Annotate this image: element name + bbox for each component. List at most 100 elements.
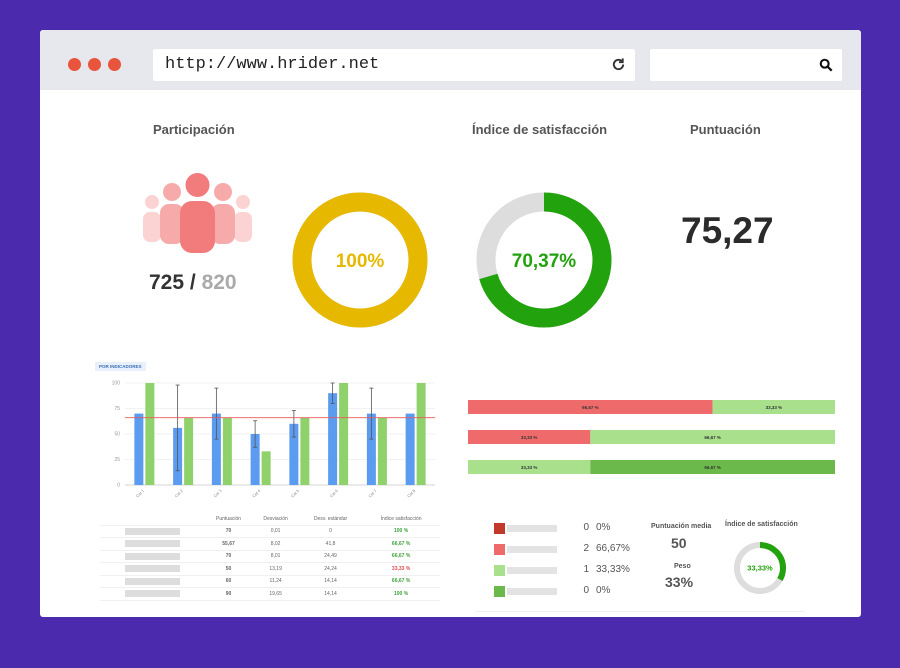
indicadores-tab[interactable]: POR INDICADORES [95, 362, 146, 371]
table-cell-satisfaccion: 66,67 % [362, 537, 440, 551]
bar-satisfaccion [145, 383, 155, 485]
table-row-label-placeholder [124, 527, 180, 535]
hbar-segment [468, 400, 713, 414]
address-text[interactable]: http://www.hrider.net [165, 55, 380, 74]
satisfaccion-title: Índice de satisfacción [472, 122, 608, 137]
table-cell: 14,14 [298, 575, 363, 588]
table-cell-satisfaccion: 100 % [362, 587, 440, 601]
search-box[interactable] [650, 49, 842, 81]
address-bar[interactable]: http://www.hrider.net [153, 49, 635, 81]
distribution-count: 0 [583, 522, 589, 533]
bar-satisfaccion [377, 417, 387, 485]
table-header: Puntuación [204, 513, 253, 526]
table-row: 60 11,24 14,14 66,67 % [100, 575, 440, 588]
hbar-label: 66,67 % [704, 465, 721, 470]
table-cell: 11,24 [252, 575, 299, 588]
distribution-percent: 0% [596, 585, 611, 596]
bar-puntuacion [134, 413, 144, 485]
distribution-swatch [494, 523, 505, 534]
bar-puntuacion [366, 413, 376, 485]
y-tick-label: 50 [114, 432, 120, 438]
participacion-donut-arc [292, 192, 428, 328]
y-tick-label: 0 [117, 483, 120, 489]
distribution-bar [507, 525, 557, 532]
satisfaccion-percent: 70,37% [512, 251, 577, 272]
puntuacion-title: Puntuación [690, 122, 761, 137]
bar-satisfaccion [339, 383, 349, 485]
distribution-count: 1 [583, 564, 589, 575]
bar-puntuacion [211, 413, 221, 485]
hbar-label: 33,33 % [521, 465, 538, 470]
table-header: Desviación [252, 513, 299, 526]
distribution-percent: 33,33% [596, 564, 630, 575]
peso-label: Peso [674, 563, 691, 570]
distribution-swatch [494, 586, 505, 597]
bar-satisfaccion [416, 383, 426, 485]
distribution-bar [507, 546, 557, 553]
window-dot-close[interactable] [68, 58, 81, 71]
table-row: 90 19,65 14,14 100 % [100, 587, 440, 601]
window-dot-minimize[interactable] [88, 58, 101, 71]
satisfaccion-donut: 70,37% [476, 192, 612, 328]
table-cell: 0 [298, 525, 363, 538]
table-cell: 0,01 [252, 525, 299, 538]
hbar-segment [712, 400, 835, 414]
search-icon[interactable] [819, 58, 833, 72]
people-icon [143, 173, 252, 253]
participacion-total: 820 [201, 271, 237, 294]
mini-satisfaccion-label: Índice de satisfacción [725, 521, 798, 528]
browser-window: http://www.hrider.net Participación Índi… [40, 30, 861, 617]
table-cell-satisfaccion: 66,67 % [362, 575, 440, 588]
hbar-segment [468, 430, 591, 444]
distribution-swatch [494, 565, 505, 576]
distribution-percent: 66,67% [596, 543, 630, 554]
table-cell: 60 [204, 575, 253, 588]
x-tick-label: Cat 4 [251, 488, 262, 499]
hbar-segment [590, 430, 835, 444]
bar-satisfaccion [300, 417, 310, 485]
table-body: 70 0,01 0 100 % 55,67 8,02 41,8 66,67 % 70 8,01 24… [100, 525, 440, 601]
bar-satisfaccion [261, 451, 271, 485]
hbar-label: 66,67 % [704, 435, 721, 440]
bar-puntuacion [250, 434, 260, 485]
table-row: 50 13,19 24,24 33,33 % [100, 562, 440, 576]
table-row-label-placeholder [124, 577, 180, 585]
distribution-count: 0 [583, 585, 589, 596]
bar-puntuacion [289, 423, 299, 485]
table-row-label-placeholder [124, 565, 180, 573]
table-header-row: Puntuación Desviación Desv. estándar Índ… [100, 513, 440, 526]
x-tick-label: Cat 5 [290, 488, 301, 499]
table-header: Desv. estándar [298, 513, 363, 526]
peso-value: 33% [665, 574, 694, 590]
hbar-segment [468, 460, 591, 474]
x-tick-label: Cat 6 [329, 488, 340, 499]
participacion-separator: / [189, 271, 196, 294]
browser-toolbar: http://www.hrider.net [40, 30, 861, 90]
table-cell: 50 [204, 562, 253, 576]
bar-puntuacion [405, 413, 415, 485]
table-row: 70 0,01 0 100 % [100, 525, 440, 538]
table-cell: 8,01 [252, 550, 299, 563]
hbar-chart: 66,67 % 33,33 % 33,33 % 66,67 % 33,33 % 66,67… [468, 400, 835, 474]
table-header [100, 513, 205, 526]
distribution-count: 2 [583, 543, 589, 554]
x-tick-label: Cat 7 [367, 488, 378, 499]
table-cell: 55,67 [204, 537, 253, 551]
participacion-title: Participación [153, 122, 235, 137]
table-cell: 90 [204, 587, 253, 601]
window-dot-maximize[interactable] [108, 58, 121, 71]
satisfaccion-donut-arc [476, 192, 612, 328]
table-cell: 13,19 [252, 562, 299, 576]
distribution-swatch [494, 544, 505, 555]
table-cell-satisfaccion: 33,33 % [362, 562, 440, 576]
bar-satisfaccion [222, 417, 232, 485]
reload-icon[interactable] [611, 57, 626, 72]
y-tick-label: 75 [114, 406, 120, 412]
mini-satisfaccion-value: 33,33% [747, 564, 773, 573]
participacion-donut: 100% [292, 192, 428, 328]
puntuacion-media-label: Puntuación media [651, 523, 712, 530]
bar-puntuacion [328, 393, 338, 485]
participacion-count: 725 [149, 271, 185, 294]
indicadores-chart: 0 25 50 75 100 Cat 1 Cat 2 Cat 3 Cat 4 Cat 5 Cat 6… [112, 381, 435, 499]
table-row-label-placeholder [124, 590, 180, 598]
